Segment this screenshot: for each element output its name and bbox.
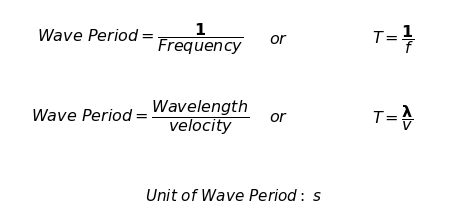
Text: $\boldsymbol{\mathit{Wave\ Period}} = \dfrac{\boldsymbol{\mathit{Wavelength}}}{\: $\boldsymbol{\mathit{Wave\ Period}} = \d…	[31, 98, 249, 137]
Text: $\boldsymbol{\mathit{or}}$: $\boldsymbol{\mathit{or}}$	[269, 110, 288, 125]
Text: $\boldsymbol{\mathit{Unit\ of\ Wave\ Period{:}\ s}}$: $\boldsymbol{\mathit{Unit\ of\ Wave\ Per…	[146, 188, 322, 204]
Text: $\boldsymbol{\mathit{T}} = \dfrac{\boldsymbol{\lambda}}{\boldsymbol{\mathit{v}}}: $\boldsymbol{\mathit{T}} = \dfrac{\bolds…	[373, 103, 414, 133]
Text: $\boldsymbol{\mathit{or}}$: $\boldsymbol{\mathit{or}}$	[269, 32, 288, 47]
Text: $\boldsymbol{\mathit{T}} = \dfrac{\boldsymbol{1}}{\boldsymbol{\mathit{f}}}$: $\boldsymbol{\mathit{T}} = \dfrac{\bolds…	[372, 23, 414, 56]
Text: $\boldsymbol{\mathit{Wave\ Period}} = \dfrac{\boldsymbol{1}}{\boldsymbol{\mathit: $\boldsymbol{\mathit{Wave\ Period}} = \d…	[37, 21, 244, 57]
